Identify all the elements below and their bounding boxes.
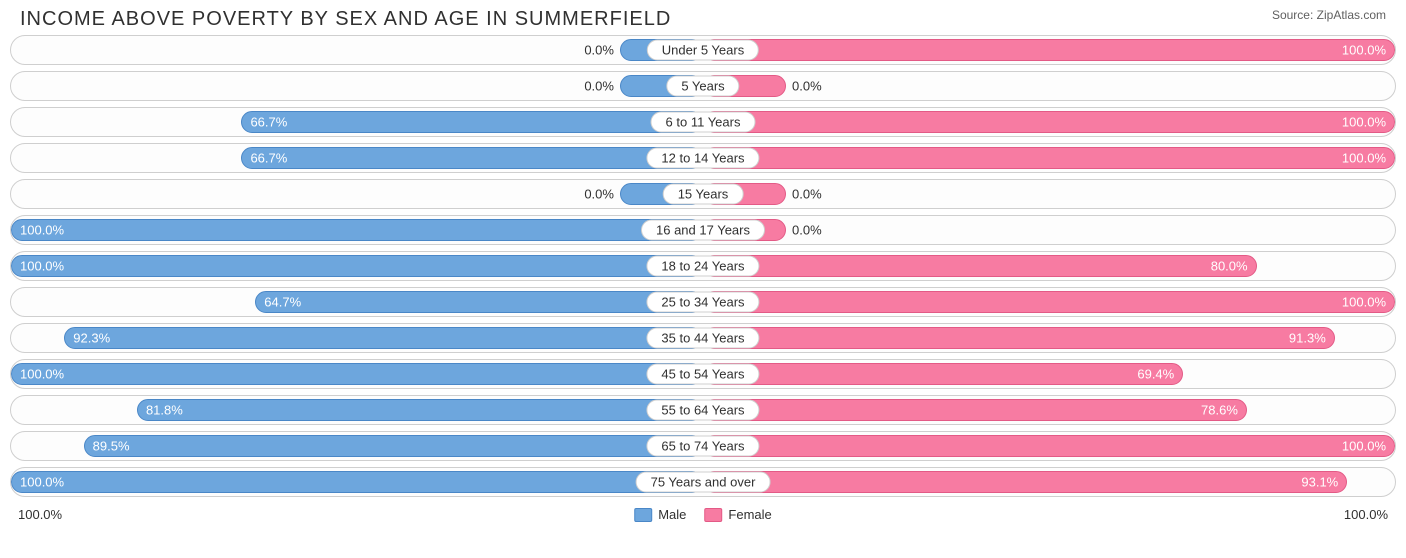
female-bar: 100.0% (703, 435, 1395, 457)
male-bar: 81.8% (137, 399, 703, 421)
female-bar: 69.4% (703, 363, 1183, 385)
male-bar: 64.7% (255, 291, 703, 313)
category-label: 35 to 44 Years (646, 328, 759, 349)
female-value-label: 69.4% (1137, 367, 1174, 382)
legend-item-male: Male (634, 507, 686, 522)
female-value-label: 91.3% (1289, 331, 1326, 346)
category-label: 18 to 24 Years (646, 256, 759, 277)
male-value-label: 100.0% (20, 475, 64, 490)
male-value-label: 100.0% (20, 367, 64, 382)
male-value-label: 66.7% (250, 115, 287, 130)
swatch-female (704, 508, 722, 522)
chart-row: 64.7% 100.0% 25 to 34 Years (10, 287, 1396, 317)
male-bar: 100.0% (11, 363, 703, 385)
male-value-label: 100.0% (20, 223, 64, 238)
female-bar: 100.0% (703, 147, 1395, 169)
female-bar: 80.0% (703, 255, 1257, 277)
category-label: 55 to 64 Years (646, 400, 759, 421)
axis-left-label: 100.0% (18, 507, 62, 522)
female-bar: 100.0% (703, 39, 1395, 61)
male-bar: 92.3% (64, 327, 703, 349)
female-value-label: 0.0% (792, 187, 822, 202)
category-label: 6 to 11 Years (651, 112, 756, 133)
male-bar: 100.0% (11, 219, 703, 241)
chart-row: 89.5% 100.0% 65 to 74 Years (10, 431, 1396, 461)
female-bar: 91.3% (703, 327, 1335, 349)
male-value-label: 0.0% (584, 43, 614, 58)
male-value-label: 0.0% (584, 79, 614, 94)
category-label: 25 to 34 Years (646, 292, 759, 313)
male-bar: 89.5% (84, 435, 703, 457)
chart-row: 100.0% 0.0% 16 and 17 Years (10, 215, 1396, 245)
female-value-label: 100.0% (1342, 43, 1386, 58)
male-bar: 100.0% (11, 255, 703, 277)
category-label: 15 Years (663, 184, 744, 205)
male-value-label: 100.0% (20, 259, 64, 274)
male-bar: 66.7% (241, 147, 703, 169)
swatch-male (634, 508, 652, 522)
female-value-label: 100.0% (1342, 295, 1386, 310)
female-bar: 93.1% (703, 471, 1347, 493)
female-value-label: 100.0% (1342, 151, 1386, 166)
category-label: 75 Years and over (636, 472, 771, 493)
chart-area: 0.0% 100.0% Under 5 Years 0.0% 0.0% 5 Years 66… (0, 35, 1406, 497)
male-value-label: 81.8% (146, 403, 183, 418)
male-value-label: 66.7% (250, 151, 287, 166)
chart-row: 0.0% 100.0% Under 5 Years (10, 35, 1396, 65)
female-bar: 100.0% (703, 111, 1395, 133)
chart-row: 66.7% 100.0% 12 to 14 Years (10, 143, 1396, 173)
legend: Male Female (634, 507, 772, 522)
category-label: 45 to 54 Years (646, 364, 759, 385)
chart-row: 81.8% 78.6% 55 to 64 Years (10, 395, 1396, 425)
category-label: 16 and 17 Years (641, 220, 765, 241)
chart-row: 100.0% 93.1% 75 Years and over (10, 467, 1396, 497)
chart-title: INCOME ABOVE POVERTY BY SEX AND AGE IN S… (20, 8, 671, 31)
female-value-label: 80.0% (1211, 259, 1248, 274)
female-value-label: 93.1% (1301, 475, 1338, 490)
female-value-label: 100.0% (1342, 439, 1386, 454)
chart-source: Source: ZipAtlas.com (1272, 8, 1386, 22)
chart-header: INCOME ABOVE POVERTY BY SEX AND AGE IN S… (0, 0, 1406, 35)
female-value-label: 78.6% (1201, 403, 1238, 418)
male-bar: 66.7% (241, 111, 703, 133)
chart-row: 92.3% 91.3% 35 to 44 Years (10, 323, 1396, 353)
male-value-label: 64.7% (264, 295, 301, 310)
chart-row: 0.0% 0.0% 15 Years (10, 179, 1396, 209)
category-label: 5 Years (666, 76, 739, 97)
female-bar: 100.0% (703, 291, 1395, 313)
legend-item-female: Female (704, 507, 771, 522)
female-value-label: 100.0% (1342, 115, 1386, 130)
chart-footer: 100.0% Male Female 100.0% (0, 503, 1406, 522)
category-label: 65 to 74 Years (646, 436, 759, 457)
female-value-label: 0.0% (792, 79, 822, 94)
female-bar: 78.6% (703, 399, 1247, 421)
chart-row: 0.0% 0.0% 5 Years (10, 71, 1396, 101)
male-value-label: 89.5% (93, 439, 130, 454)
category-label: Under 5 Years (647, 40, 759, 61)
legend-label-female: Female (728, 507, 771, 522)
male-value-label: 92.3% (73, 331, 110, 346)
axis-right-label: 100.0% (1344, 507, 1388, 522)
category-label: 12 to 14 Years (646, 148, 759, 169)
chart-row: 100.0% 69.4% 45 to 54 Years (10, 359, 1396, 389)
male-bar: 100.0% (11, 471, 703, 493)
legend-label-male: Male (658, 507, 686, 522)
male-value-label: 0.0% (584, 187, 614, 202)
chart-row: 66.7% 100.0% 6 to 11 Years (10, 107, 1396, 137)
female-value-label: 0.0% (792, 223, 822, 238)
chart-row: 100.0% 80.0% 18 to 24 Years (10, 251, 1396, 281)
